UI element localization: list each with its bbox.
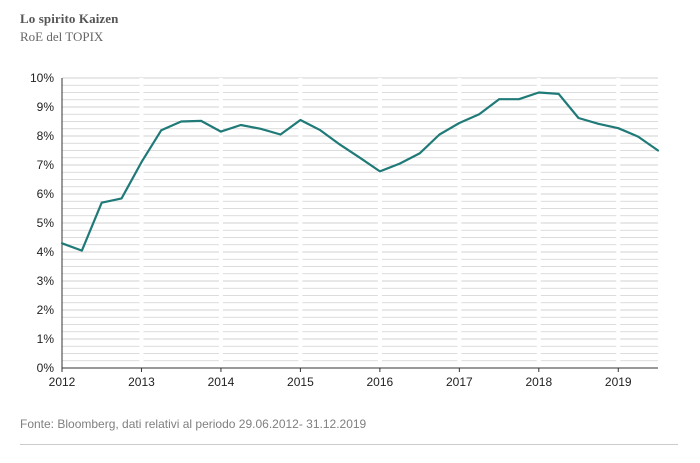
x-tick-label: 2018 bbox=[525, 375, 552, 389]
chart-subtitle: RoE del TOPIX bbox=[20, 29, 104, 44]
y-tick-label: 7% bbox=[37, 158, 55, 172]
roe-series-line bbox=[60, 91, 660, 252]
y-tick-label: 0% bbox=[37, 361, 55, 375]
y-tick-label: 8% bbox=[37, 129, 55, 143]
line-chart: 2012 2013 2014 2015 2016 2017 2018 2019 0% 1% 2% 3%… bbox=[30, 71, 660, 389]
chart-title: Lo spirito Kaizen bbox=[20, 11, 119, 26]
y-tick-label: 10% bbox=[30, 71, 54, 85]
x-tick-label: 2012 bbox=[49, 375, 76, 389]
source-note: Fonte: Bloomberg, dati relativi al perio… bbox=[20, 417, 367, 431]
footer-divider bbox=[20, 444, 678, 445]
x-tick-label: 2017 bbox=[446, 375, 473, 389]
x-tick-label: 2014 bbox=[208, 375, 235, 389]
y-tick-label: 1% bbox=[37, 332, 55, 346]
y-tick-label: 4% bbox=[37, 245, 55, 259]
x-tick-label: 2013 bbox=[128, 375, 155, 389]
y-tick-label: 9% bbox=[37, 100, 55, 114]
y-tick-label: 3% bbox=[37, 274, 55, 288]
x-tick-label: 2015 bbox=[287, 375, 314, 389]
y-tick-label: 2% bbox=[37, 303, 55, 317]
x-tick-label: 2019 bbox=[605, 375, 632, 389]
y-tick-label: 5% bbox=[37, 216, 55, 230]
x-tick-label: 2016 bbox=[367, 375, 394, 389]
y-tick-label: 6% bbox=[37, 187, 55, 201]
